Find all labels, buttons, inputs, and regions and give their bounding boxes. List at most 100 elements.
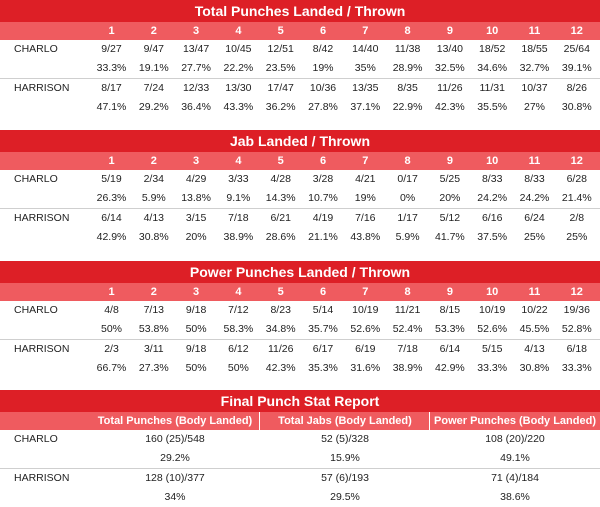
pct-cell: 35% [354, 62, 376, 74]
table-row: HARRISON 128 (10)/377 57 (6)/193 71 (4)/… [0, 468, 600, 488]
pct-cell: 32.5% [435, 62, 465, 74]
round-number: 5 [277, 25, 284, 37]
pct-cell: 33.3% [561, 362, 592, 374]
landed-thrown-cell: 13/30 [225, 82, 252, 94]
landed-thrown-cell: 8/35 [397, 82, 418, 94]
landed-thrown-cell: 6/16 [481, 212, 503, 224]
pct-cell: 21.1% [308, 231, 338, 243]
pct-cell: 5.9% [141, 192, 166, 204]
landed-thrown-cell: 11/26 [437, 82, 463, 94]
pct-cell: 52.4% [392, 323, 423, 335]
pct-cell: 28.6% [265, 231, 296, 243]
pct-cell: 20% [439, 192, 461, 204]
landed-thrown-cell: 12/51 [267, 43, 294, 55]
landed-thrown-cell: 3/33 [228, 173, 249, 185]
landed-thrown-cell: 6/14 [439, 343, 461, 355]
pct-cell: 26.3% [96, 192, 127, 204]
landed-thrown-cell: 6/18 [566, 343, 588, 355]
landed-thrown-cell: 5/14 [312, 304, 334, 316]
pct-cell: 30.8% [561, 101, 592, 113]
round-number: 12 [570, 155, 583, 167]
round-number: 7 [362, 286, 369, 298]
pct-cell: 50% [185, 362, 207, 374]
round-number: 6 [319, 155, 327, 167]
pct-cell: 32.7% [519, 62, 550, 74]
landed-thrown-cell: 10/37 [521, 82, 548, 94]
pct-cell: 27% [523, 101, 545, 113]
pct-cell: 27.7% [181, 62, 211, 74]
round-number: 10 [486, 286, 499, 298]
pct-cell: 19% [354, 192, 376, 204]
landed-thrown-cell: 5/19 [101, 173, 122, 185]
pct-cell: 27.3% [138, 362, 169, 374]
pct-cell: 45.5% [519, 323, 550, 335]
round-number: 10 [486, 25, 499, 37]
table-title: Final Punch Stat Report [0, 390, 600, 412]
round-number: 3 [193, 25, 200, 37]
pct-cell: 22.9% [392, 101, 423, 113]
round-number: 4 [235, 286, 242, 298]
pct-cell: 24.2% [477, 192, 508, 204]
pct-cell: 19.1% [138, 62, 169, 74]
pct-cell: 23.5% [265, 62, 296, 74]
column-header: Total Punches (Body Landed) [97, 415, 253, 427]
table-row: 29.2% 15.9% 49.1% [0, 449, 600, 468]
landed-thrown-cell: 14/40 [352, 43, 379, 55]
round-number: 1 [108, 286, 115, 298]
landed-thrown-cell: 7/18 [397, 343, 418, 355]
pct-cell: 50% [227, 362, 249, 374]
power-punches-table: Power Punches Landed / Thrown 1 2 3 4 5 6 7 8 9 10… [0, 261, 600, 378]
landed-thrown-cell: 13/40 [436, 43, 464, 55]
pct-cell: 25% [523, 231, 545, 243]
landed-thrown-cell: 1/17 [397, 212, 418, 224]
fighter-name: CHARLO [14, 173, 58, 185]
pct-cell: 43.3% [223, 101, 254, 113]
pct-cell: 39.1% [561, 62, 592, 74]
round-number: 7 [362, 25, 369, 37]
round-number: 6 [319, 25, 327, 37]
pct-cell: 66.7% [96, 362, 127, 374]
landed-thrown-cell: 6/28 [566, 173, 588, 185]
landed-thrown-cell: 17/47 [267, 82, 294, 94]
stat-cell: 128 (10)/377 [145, 472, 205, 484]
landed-thrown-cell: 7/18 [228, 212, 249, 224]
pct-cell: 13.8% [181, 192, 211, 204]
pct-cell: 0% [400, 192, 416, 204]
round-number: 12 [570, 286, 583, 298]
pct-cell: 42.3% [265, 362, 296, 374]
round-number: 11 [528, 286, 541, 298]
landed-thrown-cell: 3/11 [143, 343, 164, 355]
pct-cell: 38.6% [500, 491, 530, 503]
landed-thrown-cell: 18/55 [521, 43, 548, 55]
landed-thrown-cell: 4/29 [185, 173, 207, 185]
jab-table: Jab Landed / Thrown 1 2 3 4 5 6 7 8 9 10 11 12 CHARLO… [0, 130, 600, 247]
pct-cell: 30.8% [519, 362, 550, 374]
landed-thrown-cell: 7/16 [355, 212, 376, 224]
landed-thrown-cell: 4/19 [312, 212, 334, 224]
table-row: HARRISON 8/17 7/24 12/33 13/30 17/47 10/36 13/3… [0, 78, 600, 98]
round-number: 3 [193, 286, 200, 298]
pct-cell: 35.5% [477, 101, 508, 113]
pct-cell: 33.3% [96, 62, 127, 74]
pct-cell: 19% [312, 62, 334, 74]
landed-thrown-cell: 8/23 [270, 304, 291, 316]
landed-thrown-cell: 25/64 [563, 43, 590, 55]
round-number: 7 [362, 155, 369, 167]
landed-thrown-cell: 6/21 [270, 212, 291, 224]
round-number: 8 [404, 155, 411, 167]
pct-cell: 41.7% [435, 231, 465, 243]
landed-thrown-cell: 19/36 [563, 304, 590, 316]
pct-cell: 42.9% [96, 231, 127, 243]
fighter-name: HARRISON [14, 212, 70, 224]
pct-cell: 52.6% [350, 323, 381, 335]
round-number: 12 [570, 25, 583, 37]
landed-thrown-cell: 8/33 [481, 173, 503, 185]
pct-cell: 52.6% [477, 323, 508, 335]
round-header-row: 1 2 3 4 5 6 7 8 9 10 11 12 [0, 152, 600, 170]
pct-cell: 29.5% [330, 491, 360, 503]
column-header: Power Punches (Body Landed) [434, 415, 596, 427]
pct-cell: 37.1% [350, 101, 381, 113]
round-header-row: 1 2 3 4 5 6 7 8 9 10 11 12 [0, 22, 600, 40]
landed-thrown-cell: 6/24 [524, 212, 545, 224]
round-number: 11 [528, 155, 541, 167]
